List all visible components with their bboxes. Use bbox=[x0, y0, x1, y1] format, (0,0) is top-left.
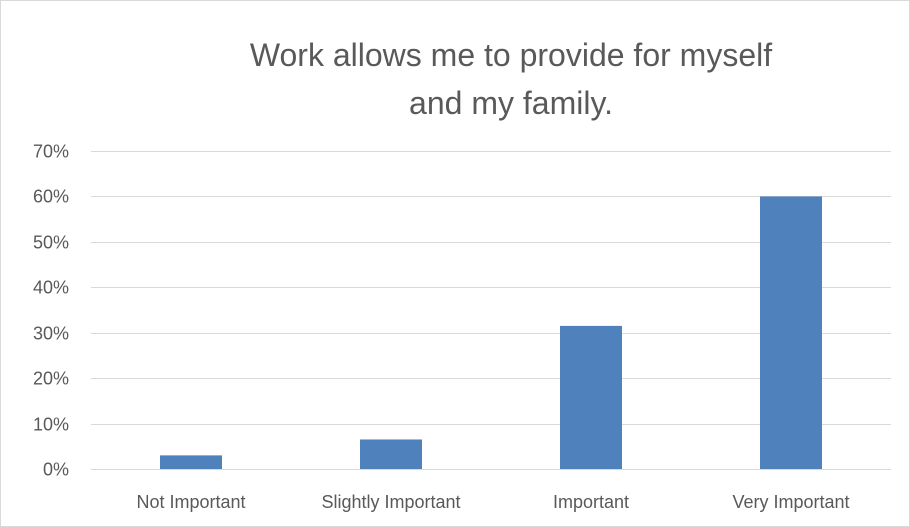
gridlines bbox=[91, 151, 891, 470]
bar-slightly-important bbox=[360, 439, 422, 469]
x-category-label: Not Important bbox=[136, 492, 245, 512]
chart-title: Work allows me to provide for myself and… bbox=[249, 37, 773, 121]
y-tick-label: 20% bbox=[33, 369, 69, 389]
y-tick-label: 70% bbox=[33, 142, 69, 162]
y-axis-tick-labels: 0% 10% 20% 30% 40% 50% 60% 70% bbox=[33, 142, 69, 480]
bar-not-important bbox=[160, 455, 222, 469]
x-axis-category-labels: Not Important Slightly Important Important… bbox=[136, 492, 849, 512]
y-tick-label: 10% bbox=[33, 415, 69, 435]
y-tick-label: 50% bbox=[33, 233, 69, 253]
bar-important bbox=[560, 325, 622, 469]
x-category-label: Important bbox=[553, 492, 629, 512]
x-category-label: Slightly Important bbox=[321, 492, 460, 512]
bars bbox=[160, 196, 822, 469]
y-tick-label: 60% bbox=[33, 187, 69, 207]
x-category-label: Very Important bbox=[732, 492, 849, 512]
y-tick-label: 40% bbox=[33, 278, 69, 298]
y-tick-label: 30% bbox=[33, 324, 69, 344]
y-tick-label: 0% bbox=[43, 460, 69, 480]
bar-very-important bbox=[760, 196, 822, 469]
